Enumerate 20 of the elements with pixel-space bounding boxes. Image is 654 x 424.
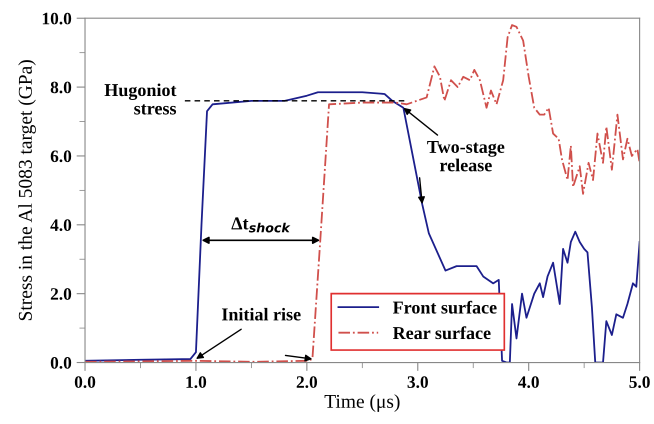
y-tick-label: 4.0 bbox=[50, 219, 72, 232]
x-tick-label: 2.0 bbox=[296, 376, 318, 388]
legend-label: Rear surface bbox=[392, 326, 491, 340]
y-tick-label: 2.0 bbox=[50, 288, 72, 300]
x-tick-label: 3.0 bbox=[408, 376, 428, 388]
annotation: Two-stage release bbox=[427, 140, 504, 172]
x-tick-label: 0.0 bbox=[74, 376, 96, 388]
annotation: Hugoniot stress bbox=[104, 83, 176, 115]
legend-label: Front surface bbox=[392, 300, 497, 314]
x-axis-title: Time (μs) bbox=[324, 394, 400, 412]
y-axis-title: Stress in the Al 5083 target (GPa) bbox=[18, 60, 36, 320]
x-tick-label: 4.0 bbox=[518, 376, 539, 388]
y-tick-label: 10.0 bbox=[42, 12, 72, 24]
annotation: Δt$_{shock}$ bbox=[231, 217, 290, 232]
x-tick-label: 1.0 bbox=[186, 376, 206, 388]
y-tick-label: 8.0 bbox=[50, 82, 72, 94]
annotation: Initial rise bbox=[222, 308, 301, 321]
y-tick-label: 6.0 bbox=[50, 150, 72, 162]
x-tick-label: 5.0 bbox=[629, 376, 650, 388]
y-tick-label: 0.0 bbox=[50, 357, 72, 369]
